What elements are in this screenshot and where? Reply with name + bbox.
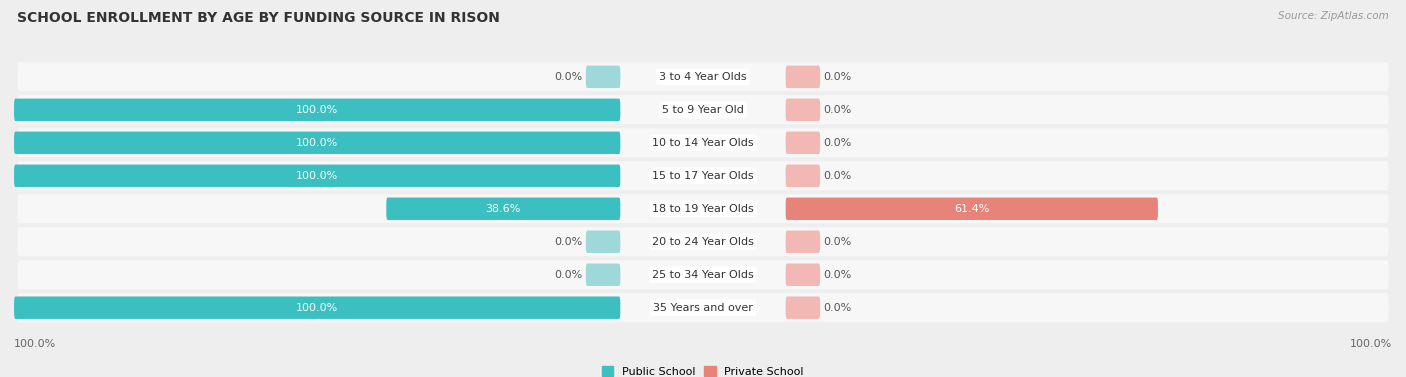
Text: 0.0%: 0.0%: [554, 270, 582, 280]
Text: 20 to 24 Year Olds: 20 to 24 Year Olds: [652, 237, 754, 247]
Text: 0.0%: 0.0%: [824, 237, 852, 247]
Text: 100.0%: 100.0%: [297, 138, 339, 148]
Text: 0.0%: 0.0%: [554, 72, 582, 82]
Text: 0.0%: 0.0%: [824, 303, 852, 313]
FancyBboxPatch shape: [786, 264, 820, 286]
Text: 100.0%: 100.0%: [297, 105, 339, 115]
Text: 0.0%: 0.0%: [554, 237, 582, 247]
FancyBboxPatch shape: [786, 296, 820, 319]
Text: 0.0%: 0.0%: [824, 171, 852, 181]
FancyBboxPatch shape: [14, 99, 620, 121]
Text: 0.0%: 0.0%: [824, 270, 852, 280]
FancyBboxPatch shape: [387, 198, 620, 220]
FancyBboxPatch shape: [586, 264, 620, 286]
FancyBboxPatch shape: [17, 128, 1389, 157]
FancyBboxPatch shape: [786, 198, 1159, 220]
Text: 38.6%: 38.6%: [485, 204, 522, 214]
FancyBboxPatch shape: [586, 231, 620, 253]
FancyBboxPatch shape: [17, 293, 1389, 322]
Text: 0.0%: 0.0%: [824, 138, 852, 148]
FancyBboxPatch shape: [786, 165, 820, 187]
Legend: Public School, Private School: Public School, Private School: [602, 366, 804, 377]
FancyBboxPatch shape: [17, 260, 1389, 289]
Text: 100.0%: 100.0%: [14, 339, 56, 349]
Text: 61.4%: 61.4%: [955, 204, 990, 214]
Text: SCHOOL ENROLLMENT BY AGE BY FUNDING SOURCE IN RISON: SCHOOL ENROLLMENT BY AGE BY FUNDING SOUR…: [17, 11, 499, 25]
Text: 100.0%: 100.0%: [1350, 339, 1392, 349]
Text: 15 to 17 Year Olds: 15 to 17 Year Olds: [652, 171, 754, 181]
FancyBboxPatch shape: [786, 132, 820, 154]
Text: 3 to 4 Year Olds: 3 to 4 Year Olds: [659, 72, 747, 82]
Text: 25 to 34 Year Olds: 25 to 34 Year Olds: [652, 270, 754, 280]
Text: 35 Years and over: 35 Years and over: [652, 303, 754, 313]
Text: 18 to 19 Year Olds: 18 to 19 Year Olds: [652, 204, 754, 214]
FancyBboxPatch shape: [17, 194, 1389, 223]
FancyBboxPatch shape: [17, 95, 1389, 124]
FancyBboxPatch shape: [786, 99, 820, 121]
FancyBboxPatch shape: [14, 296, 620, 319]
FancyBboxPatch shape: [17, 62, 1389, 91]
FancyBboxPatch shape: [586, 66, 620, 88]
Text: 0.0%: 0.0%: [824, 72, 852, 82]
Text: 5 to 9 Year Old: 5 to 9 Year Old: [662, 105, 744, 115]
FancyBboxPatch shape: [786, 66, 820, 88]
Text: 0.0%: 0.0%: [824, 105, 852, 115]
Text: 100.0%: 100.0%: [297, 171, 339, 181]
FancyBboxPatch shape: [786, 231, 820, 253]
Text: Source: ZipAtlas.com: Source: ZipAtlas.com: [1278, 11, 1389, 21]
FancyBboxPatch shape: [17, 161, 1389, 190]
Text: 10 to 14 Year Olds: 10 to 14 Year Olds: [652, 138, 754, 148]
FancyBboxPatch shape: [14, 165, 620, 187]
FancyBboxPatch shape: [14, 132, 620, 154]
Text: 100.0%: 100.0%: [297, 303, 339, 313]
FancyBboxPatch shape: [17, 227, 1389, 256]
